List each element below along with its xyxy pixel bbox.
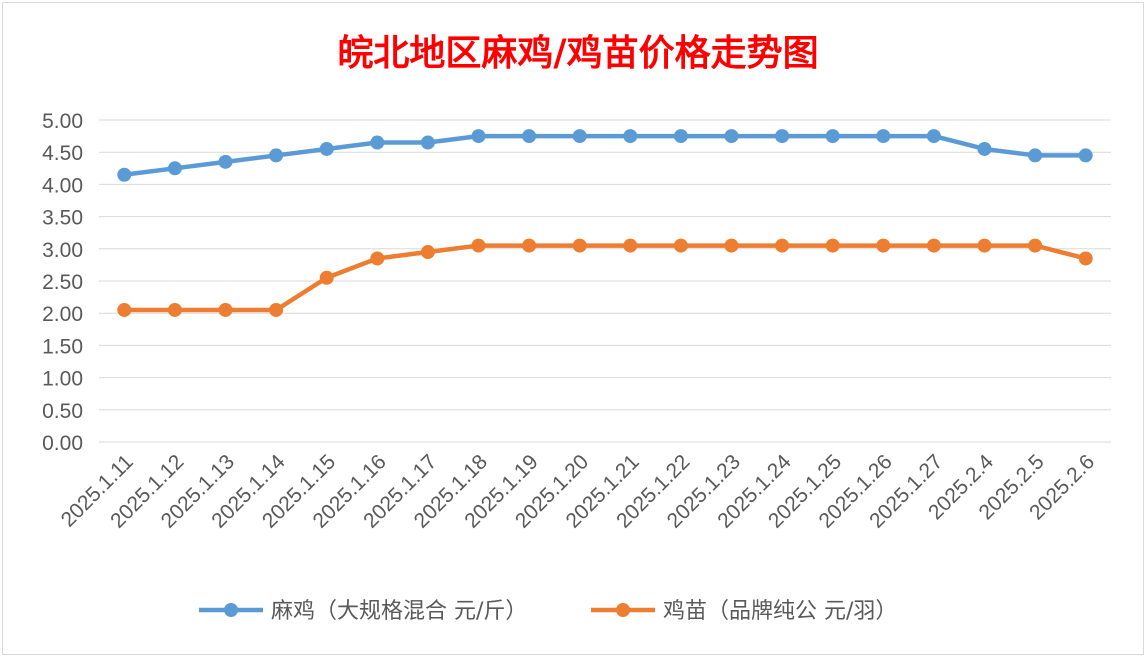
y-tick-label: 1.00 xyxy=(42,368,83,391)
data-point xyxy=(926,129,941,144)
legend-swatch-marker xyxy=(224,603,238,617)
data-point xyxy=(825,238,840,253)
gridlines xyxy=(99,119,1111,443)
y-tick-label: 3.50 xyxy=(42,207,83,230)
series-line xyxy=(122,243,1088,313)
series-1 xyxy=(117,129,1093,182)
data-point xyxy=(977,238,992,253)
data-point xyxy=(420,135,435,150)
data-point xyxy=(218,154,233,169)
data-point xyxy=(117,167,132,182)
y-tick-label: 2.00 xyxy=(42,303,83,326)
series-2 xyxy=(117,238,1093,317)
data-point xyxy=(977,141,992,156)
y-tick-label: 4.50 xyxy=(42,142,83,165)
series-lines xyxy=(117,129,1093,317)
y-tick-label: 0.00 xyxy=(42,432,83,455)
y-tick-label: 0.50 xyxy=(42,400,83,423)
data-point xyxy=(167,302,182,317)
y-tick-label: 1.50 xyxy=(42,335,83,358)
legend-item: 麻鸡（大规格混合 元/斤） xyxy=(199,599,527,624)
data-point xyxy=(522,238,537,253)
data-point xyxy=(117,302,132,317)
data-point xyxy=(724,238,739,253)
data-point xyxy=(775,129,790,144)
legend-item: 鸡苗（品牌纯公 元/羽） xyxy=(591,599,897,624)
legend-label: 麻鸡（大规格混合 元/斤） xyxy=(271,599,527,624)
y-tick-label: 4.00 xyxy=(42,174,83,197)
data-point xyxy=(673,238,688,253)
data-point xyxy=(876,129,891,144)
data-point xyxy=(724,129,739,144)
data-point xyxy=(572,238,587,253)
data-point xyxy=(1078,148,1093,163)
data-point xyxy=(370,135,385,150)
data-point xyxy=(269,302,284,317)
data-point xyxy=(825,129,840,144)
x-axis-tick-labels: 2025.1.112025.1.122025.1.132025.1.142025… xyxy=(57,450,1100,533)
data-point xyxy=(218,302,233,317)
legend: 麻鸡（大规格混合 元/斤） 鸡苗（品牌纯公 元/羽） xyxy=(199,599,897,624)
data-point xyxy=(319,270,334,285)
data-point xyxy=(269,148,284,163)
data-point xyxy=(623,238,638,253)
data-point xyxy=(1028,238,1043,253)
data-point xyxy=(926,238,941,253)
y-tick-label: 5.00 xyxy=(42,110,83,133)
series-line xyxy=(122,133,1088,177)
data-point xyxy=(673,129,688,144)
legend-swatch-marker xyxy=(616,603,630,617)
data-point xyxy=(876,238,891,253)
legend-label: 鸡苗（品牌纯公 元/羽） xyxy=(663,599,897,624)
data-point xyxy=(623,129,638,144)
data-point xyxy=(522,129,537,144)
line-chart: 皖北地区麻鸡/鸡苗价格走势图 0.00 0.50 1.00 1.50 2.00 2.50 3… xyxy=(42,32,1111,624)
data-point xyxy=(167,161,182,176)
data-point xyxy=(471,238,486,253)
y-tick-label: 2.50 xyxy=(42,271,83,294)
data-point xyxy=(775,238,790,253)
data-point xyxy=(471,129,486,144)
y-axis-tick-labels: 0.00 0.50 1.00 1.50 2.00 2.50 3.00 3.50 4.00 4.50… xyxy=(42,110,83,455)
data-point xyxy=(1078,251,1093,266)
data-point xyxy=(572,129,587,144)
data-point xyxy=(1028,148,1043,163)
data-point xyxy=(319,141,334,156)
y-tick-label: 3.00 xyxy=(42,239,83,262)
data-point xyxy=(370,251,385,266)
data-point xyxy=(420,245,435,260)
chart-title: 皖北地区麻鸡/鸡苗价格走势图 xyxy=(337,32,818,74)
